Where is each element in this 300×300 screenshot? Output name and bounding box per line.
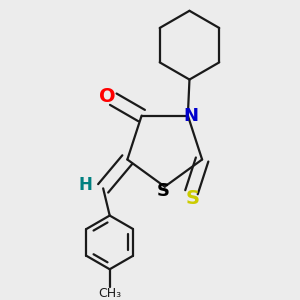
Text: O: O bbox=[99, 87, 116, 106]
Text: CH₃: CH₃ bbox=[98, 287, 121, 300]
Text: S: S bbox=[186, 189, 200, 208]
Text: S: S bbox=[157, 182, 169, 200]
Text: N: N bbox=[183, 106, 198, 124]
Text: H: H bbox=[78, 176, 92, 194]
